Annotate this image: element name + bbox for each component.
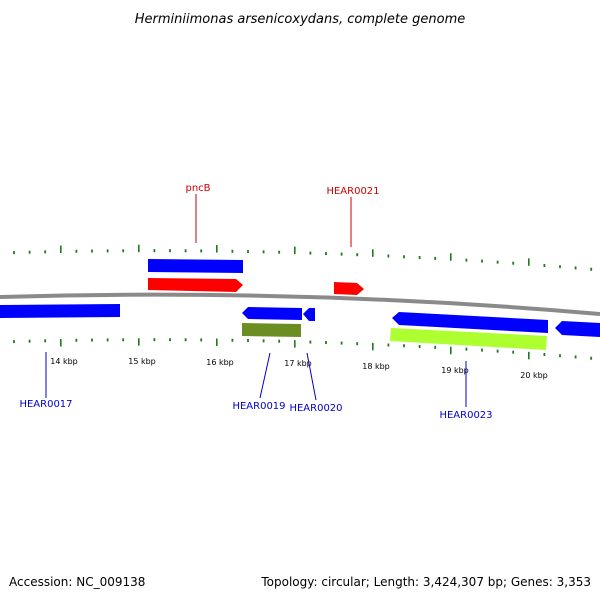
tick-label-15kbp: 15 kbp	[128, 357, 156, 366]
gene-feature-blue-outer[interactable]	[148, 259, 243, 273]
gene-feature-HEAR0017[interactable]	[0, 304, 120, 318]
gene-features	[0, 259, 600, 350]
tick-label-19kbp: 19 kbp	[441, 366, 469, 375]
leader-HEAR0019	[259, 352, 271, 399]
gene-label-HEAR0017[interactable]: HEAR0017	[19, 399, 72, 410]
minor-ticks-inner	[13, 338, 593, 360]
gene-labels: pncB HEAR0021 HEAR0017 HEAR0019 HEAR0020…	[19, 183, 492, 421]
map-title: Herminiimonas arsenicoxydans, complete g…	[135, 12, 465, 27]
leader-HEAR0020	[306, 352, 317, 401]
major-ticks	[59, 338, 530, 360]
gene-feature-HEAR0023[interactable]	[392, 312, 548, 333]
gene-feature-HEAR0023-rna[interactable]	[390, 328, 547, 350]
gene-label-HEAR0020[interactable]: HEAR0020	[289, 403, 342, 414]
gene-feature-pncB[interactable]	[148, 278, 243, 292]
gene-label-HEAR0021[interactable]: HEAR0021	[326, 186, 379, 197]
label-leader-lines	[45, 194, 467, 407]
gene-label-pncB[interactable]: pncB	[185, 183, 210, 194]
gene-feature-HEAR0020[interactable]	[303, 308, 315, 321]
tick-labels: 14 kbp 15 kbp 16 kbp 17 kbp 18 kbp 19 kb…	[50, 357, 548, 380]
gene-feature-HEAR0024[interactable]	[555, 321, 600, 337]
gene-feature-HEAR0019[interactable]	[242, 307, 302, 320]
tick-label-20kbp: 20 kbp	[520, 371, 548, 380]
tick-label-17kbp: 17 kbp	[284, 359, 312, 368]
gene-label-HEAR0023[interactable]: HEAR0023	[439, 410, 492, 421]
genome-backbone	[0, 292, 600, 316]
genome-summary-text: Topology: circular; Length: 3,424,307 bp…	[260, 575, 591, 589]
gene-feature-HEAR0019-pseudo[interactable]	[242, 323, 301, 337]
tick-label-18kbp: 18 kbp	[362, 362, 390, 371]
minor-ticks-outer	[13, 244, 593, 271]
accession-text: Accession: NC_009138	[9, 575, 145, 589]
tick-label-14kbp: 14 kbp	[50, 357, 78, 366]
gene-label-HEAR0019[interactable]: HEAR0019	[232, 401, 285, 412]
gene-feature-HEAR0021[interactable]	[334, 282, 364, 295]
tick-label-16kbp: 16 kbp	[206, 358, 234, 367]
